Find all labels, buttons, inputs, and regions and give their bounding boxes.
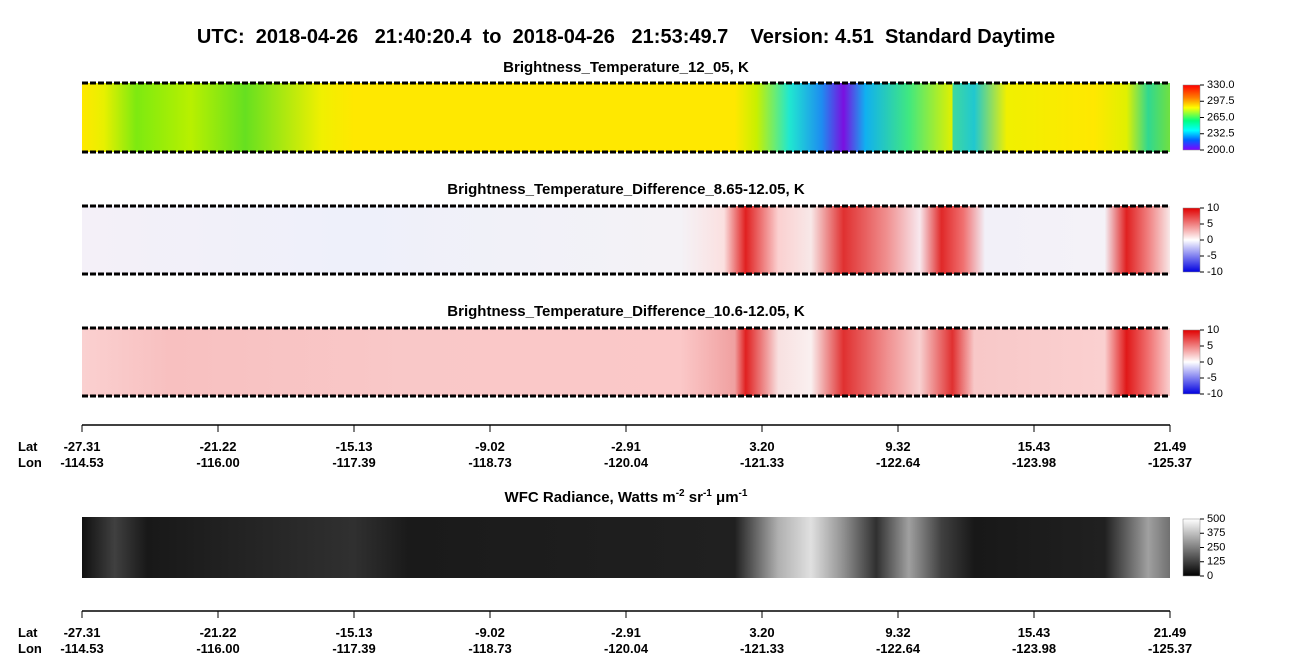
lat-tick-label: -15.13 — [336, 625, 373, 640]
lon-tick-label: -117.39 — [332, 455, 375, 470]
lon-label: Lon — [18, 641, 42, 656]
image-strip — [82, 328, 1170, 396]
lon-tick-label: -120.04 — [604, 641, 649, 656]
colorbar-label: 500 — [1207, 513, 1225, 525]
lat-tick-label: 9.32 — [885, 625, 910, 640]
lon-label: Lon — [18, 455, 42, 470]
panel-title: Brightness_Temperature_Difference_8.65-1… — [447, 181, 805, 198]
panel-title: Brightness_Temperature_Difference_10.6-1… — [447, 303, 805, 320]
lat-label: Lat — [18, 439, 38, 454]
lat-tick-label: 15.43 — [1018, 439, 1051, 454]
lat-tick-label: -27.31 — [64, 439, 101, 454]
lon-tick-label: -121.33 — [740, 641, 784, 656]
colorbar-label: 200.0 — [1207, 144, 1235, 156]
lat-tick-label: 21.49 — [1154, 439, 1187, 454]
image-strip — [82, 517, 1170, 578]
lon-tick-label: -123.98 — [1012, 641, 1056, 656]
lon-tick-label: -117.39 — [332, 641, 375, 656]
lon-tick-label: -122.64 — [876, 455, 921, 470]
lat-tick-label: 9.32 — [885, 439, 910, 454]
lat-tick-label: -27.31 — [64, 625, 101, 640]
lon-tick-label: -121.33 — [740, 455, 784, 470]
lon-tick-label: -125.37 — [1148, 641, 1192, 656]
colorbar — [1182, 329, 1201, 395]
title-part: -2 — [676, 488, 685, 499]
panel-title: Brightness_Temperature_12_05, K — [503, 59, 749, 76]
lon-tick-label: -120.04 — [604, 455, 649, 470]
title: UTC: 2018-04-26 21:40:20.4 to 2018-04-26… — [197, 26, 1055, 48]
colorbar-label: 10 — [1207, 202, 1219, 214]
colorbar-label: 0 — [1207, 356, 1213, 368]
title-part: -1 — [703, 488, 712, 499]
colorbar-label: 330.0 — [1207, 79, 1235, 91]
lon-tick-label: -118.73 — [468, 455, 511, 470]
colorbar-label: 5 — [1207, 340, 1213, 352]
colorbar-label: 0 — [1207, 234, 1213, 246]
panel-title: WFC Radiance, Watts m-2 sr-1 μm-1 — [505, 488, 748, 506]
colorbar-label: -10 — [1207, 388, 1223, 400]
colorbar-label: 265.0 — [1207, 111, 1235, 123]
lat-tick-label: -9.02 — [475, 439, 505, 454]
lon-tick-label: -125.37 — [1148, 455, 1192, 470]
lon-tick-label: -122.64 — [876, 641, 921, 656]
lat-tick-label: 15.43 — [1018, 625, 1051, 640]
colorbar-label: -5 — [1207, 250, 1217, 262]
colorbar-label: 375 — [1207, 527, 1225, 539]
lon-tick-label: -118.73 — [468, 641, 511, 656]
title-part: -1 — [739, 488, 748, 499]
image-strip — [82, 206, 1170, 274]
colorbar-label: 232.5 — [1207, 128, 1235, 140]
colorbar-label: 297.5 — [1207, 95, 1235, 107]
lon-tick-label: -114.53 — [60, 455, 103, 470]
colorbar-label: 250 — [1207, 541, 1225, 553]
colorbar — [1182, 84, 1201, 151]
colorbar-label: 5 — [1207, 218, 1213, 230]
lon-tick-label: -123.98 — [1012, 455, 1056, 470]
lat-tick-label: -15.13 — [336, 439, 373, 454]
lat-tick-label: 21.49 — [1154, 625, 1187, 640]
lat-tick-label: 3.20 — [749, 439, 774, 454]
lat-tick-label: -9.02 — [475, 625, 505, 640]
colorbar-label: 10 — [1207, 324, 1219, 336]
colorbar-label: -10 — [1207, 266, 1223, 278]
lat-label: Lat — [18, 625, 38, 640]
colorbar — [1182, 518, 1201, 577]
image-strip — [82, 83, 1170, 152]
title-part: WFC Radiance, Watts m — [505, 489, 676, 506]
lon-tick-label: -114.53 — [60, 641, 103, 656]
colorbar-label: 0 — [1207, 570, 1213, 582]
lon-tick-label: -116.00 — [196, 455, 239, 470]
colorbar-label: 125 — [1207, 556, 1225, 568]
colorbar-label: -5 — [1207, 372, 1217, 384]
lat-tick-label: -2.91 — [611, 625, 641, 640]
lat-tick-label: -21.22 — [200, 439, 237, 454]
title-part: μm — [712, 489, 739, 506]
title-part: sr — [685, 489, 704, 506]
lon-tick-label: -116.00 — [196, 641, 239, 656]
colorbar — [1182, 207, 1201, 273]
lat-tick-label: -21.22 — [200, 625, 237, 640]
lat-tick-label: -2.91 — [611, 439, 641, 454]
lat-tick-label: 3.20 — [749, 625, 774, 640]
